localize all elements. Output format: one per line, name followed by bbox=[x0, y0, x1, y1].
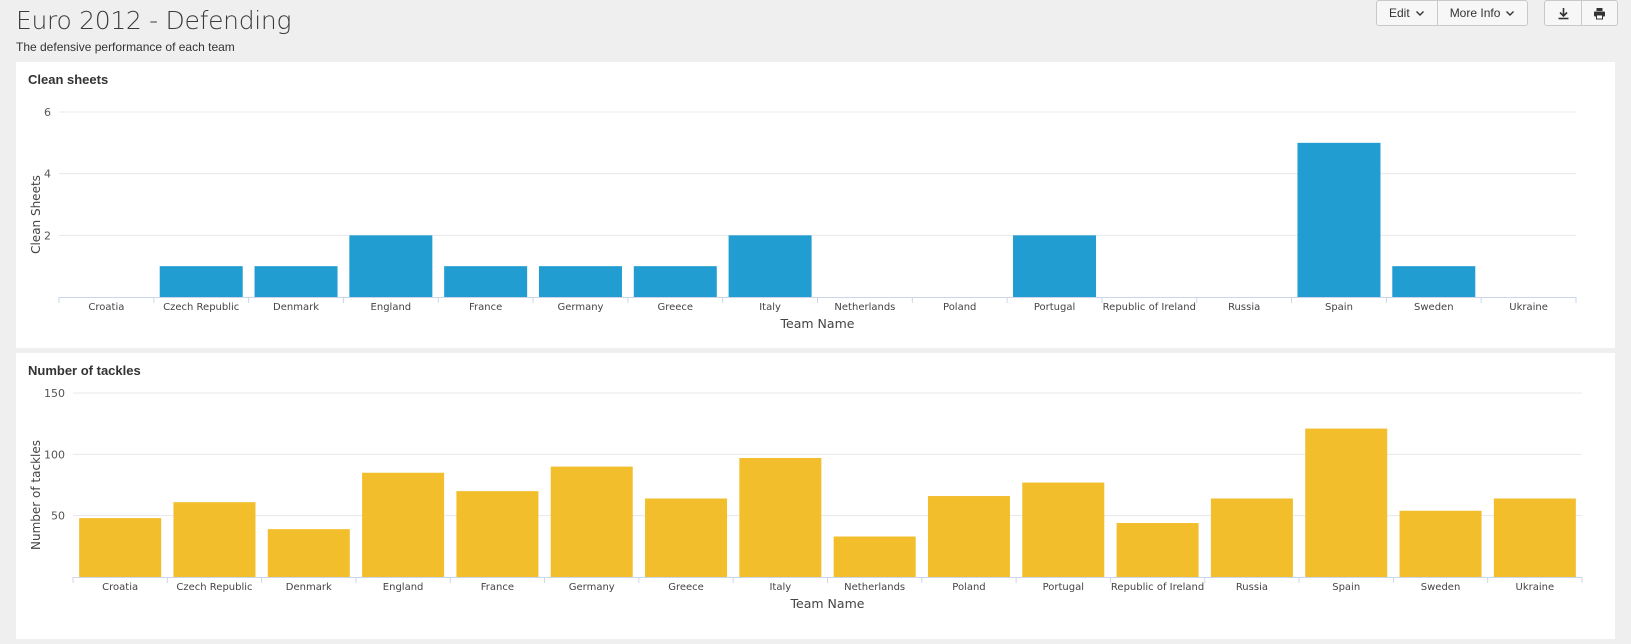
clean-sheets-x-tick-label: Czech Republic bbox=[163, 302, 239, 313]
tackles-x-tick-label: Poland bbox=[952, 582, 985, 593]
clean-sheets-x-tick-label: Russia bbox=[1228, 302, 1260, 313]
tackles-bar-ukraine[interactable] bbox=[1493, 498, 1576, 577]
tackles-x-tick-label: Sweden bbox=[1421, 582, 1461, 593]
clean-sheets-bar-spain[interactable] bbox=[1297, 142, 1381, 297]
clean-sheets-x-tick-label: Greece bbox=[657, 302, 693, 313]
clean-sheets-bar-portugal[interactable] bbox=[1013, 235, 1097, 297]
more-info-button[interactable]: More Info bbox=[1436, 1, 1528, 25]
tackles-x-tick-label: Croatia bbox=[102, 582, 138, 593]
download-button[interactable] bbox=[1545, 1, 1581, 25]
tackles-bar-czech-republic[interactable] bbox=[173, 502, 256, 577]
clean-sheets-x-axis-title: Team Name bbox=[780, 316, 855, 331]
tackles-bar-republic-of-ireland[interactable] bbox=[1116, 523, 1199, 577]
tackles-bar-sweden[interactable] bbox=[1399, 510, 1482, 577]
clean-sheets-bar-czech-republic[interactable] bbox=[159, 266, 243, 297]
tackles-x-tick-label: Spain bbox=[1332, 582, 1360, 593]
edit-info-button-group: Edit More Info bbox=[1376, 0, 1529, 26]
tackles-bar-germany[interactable] bbox=[550, 466, 633, 577]
clean-sheets-x-tick-label: England bbox=[371, 302, 412, 313]
tackles-y-tick-label: 50 bbox=[51, 510, 65, 523]
clean-sheets-bar-italy[interactable] bbox=[728, 235, 812, 297]
clean-sheets-panel: Clean sheets 2 4 6 Croatia Czech Republic Den… bbox=[16, 62, 1615, 348]
more-info-button-label: More Info bbox=[1449, 6, 1501, 20]
clean-sheets-bar-germany[interactable] bbox=[538, 266, 622, 297]
tackles-chart-title: Number of tackles bbox=[28, 363, 141, 378]
tackles-bar-portugal[interactable] bbox=[1022, 482, 1105, 577]
tackles-x-tick-label: Ukraine bbox=[1516, 582, 1555, 593]
print-icon bbox=[1594, 7, 1605, 19]
clean-sheets-y-axis-title: Clean Sheets bbox=[29, 175, 43, 254]
clean-sheets-x-tick-label: Denmark bbox=[273, 302, 319, 313]
clean-sheets-chart: 2 4 6 Croatia Czech Republic Denmark England Fr… bbox=[29, 106, 1577, 331]
clean-sheets-x-tick-label: Germany bbox=[557, 302, 603, 313]
tackles-bar-netherlands[interactable] bbox=[833, 536, 916, 577]
edit-button[interactable]: Edit bbox=[1377, 1, 1437, 25]
clean-sheets-y-tick-label: 2 bbox=[44, 229, 51, 242]
tackles-x-tick-label: France bbox=[481, 582, 514, 593]
tackles-x-tick-label: Netherlands bbox=[844, 582, 905, 593]
clean-sheets-x-tick-label: Portugal bbox=[1034, 302, 1075, 313]
clean-sheets-chart-title: Clean sheets bbox=[28, 72, 109, 87]
tackles-bar-croatia[interactable] bbox=[79, 518, 162, 577]
tackles-bar-russia[interactable] bbox=[1210, 498, 1293, 577]
clean-sheets-x-tick-label: Republic of Ireland bbox=[1103, 302, 1196, 313]
tackles-bar-greece[interactable] bbox=[645, 498, 728, 577]
tackles-x-tick-label: Portugal bbox=[1043, 582, 1084, 593]
clean-sheets-y-tick-label: 6 bbox=[44, 106, 51, 119]
clean-sheets-x-tick-label: Ukraine bbox=[1509, 302, 1548, 313]
tackles-x-tick-label: Germany bbox=[569, 582, 615, 593]
clean-sheets-x-tick-label: Poland bbox=[943, 302, 976, 313]
print-button[interactable] bbox=[1581, 1, 1617, 25]
clean-sheets-bar-france[interactable] bbox=[444, 266, 528, 297]
clean-sheets-x-tick-label: France bbox=[469, 302, 502, 313]
tackles-bar-poland[interactable] bbox=[927, 496, 1010, 577]
tackles-chart: 50 100 150 Croatia Czech Republic Denmark Engl… bbox=[29, 387, 1583, 611]
clean-sheets-y-tick-label: 4 bbox=[44, 168, 51, 181]
export-button-group bbox=[1544, 0, 1618, 26]
tackles-x-axis-title: Team Name bbox=[790, 596, 865, 611]
clean-sheets-bar-sweden[interactable] bbox=[1392, 266, 1476, 297]
tackles-y-tick-label: 150 bbox=[44, 387, 65, 400]
chevron-down-icon bbox=[1506, 11, 1515, 16]
tackles-x-tick-label: Denmark bbox=[286, 582, 332, 593]
tackles-x-tick-label: Republic of Ireland bbox=[1111, 582, 1204, 593]
clean-sheets-bar-denmark[interactable] bbox=[254, 266, 338, 297]
tackles-bar-denmark[interactable] bbox=[267, 529, 350, 577]
edit-button-label: Edit bbox=[1389, 6, 1410, 20]
clean-sheets-x-tick-label: Croatia bbox=[88, 302, 124, 313]
clean-sheets-bar-england[interactable] bbox=[349, 235, 433, 297]
tackles-bar-england[interactable] bbox=[362, 472, 445, 577]
tackles-bar-spain[interactable] bbox=[1305, 428, 1388, 577]
tackles-y-tick-label: 100 bbox=[44, 448, 65, 461]
tackles-x-tick-label: England bbox=[383, 582, 424, 593]
clean-sheets-x-tick-label: Spain bbox=[1325, 302, 1353, 313]
tackles-y-axis-title: Number of tackles bbox=[29, 440, 43, 550]
tackles-x-tick-label: Russia bbox=[1236, 582, 1268, 593]
clean-sheets-bar-greece[interactable] bbox=[633, 266, 717, 297]
download-icon bbox=[1558, 7, 1568, 19]
tackles-panel: Number of tackles 50 100 150 Croatia Czech R… bbox=[16, 353, 1615, 639]
clean-sheets-x-tick-label: Netherlands bbox=[834, 302, 895, 313]
tackles-x-tick-label: Italy bbox=[769, 582, 791, 593]
page-header: Euro 2012 - Defending The defensive perf… bbox=[16, 6, 291, 54]
tackles-x-tick-label: Greece bbox=[668, 582, 704, 593]
tackles-bar-france[interactable] bbox=[456, 491, 539, 577]
clean-sheets-x-tick-label: Italy bbox=[759, 302, 781, 313]
tackles-x-tick-label: Czech Republic bbox=[176, 582, 252, 593]
page-subtitle: The defensive performance of each team bbox=[16, 40, 235, 54]
chevron-down-icon bbox=[1415, 11, 1424, 16]
tackles-bar-italy[interactable] bbox=[739, 458, 822, 577]
clean-sheets-x-tick-label: Sweden bbox=[1414, 302, 1454, 313]
page-title: Euro 2012 - Defending bbox=[16, 6, 292, 35]
